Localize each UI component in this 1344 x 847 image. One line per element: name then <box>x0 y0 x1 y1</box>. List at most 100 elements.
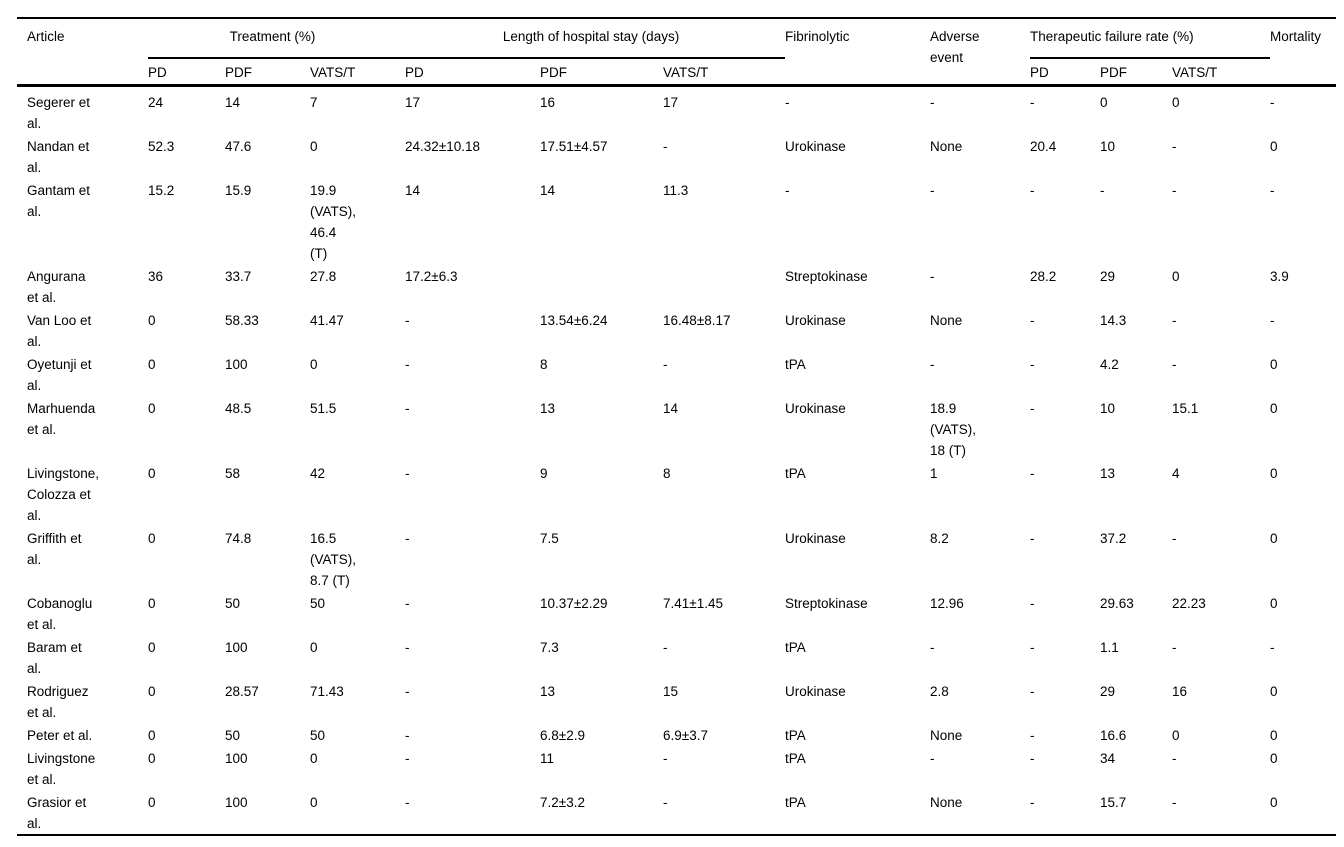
table-row: Oyetunji et al. 0 100 0 - 8 - tPA - - 4.2 - 0 <box>17 352 1336 396</box>
cell-fibrinolytic: Urokinase <box>785 531 846 546</box>
table-row: Peter et al. 0 50 50 - 6.8±2.9 6.9±3.7 tPA None -… <box>17 723 1336 746</box>
table-row: Grasior et al. 0 100 0 - 7.2±3.2 - tPA None - 15.7… <box>17 790 1336 835</box>
cell-mortality: - <box>1270 313 1275 328</box>
cell-t-pd: 0 <box>148 596 156 611</box>
cell-f-pdf: 29 <box>1100 269 1116 284</box>
cell-t-vats: 42 <box>310 466 326 481</box>
cell-s-pd: - <box>405 684 410 699</box>
cell-t-vats: 7 <box>310 95 318 110</box>
cell-t-pd: 0 <box>148 357 156 372</box>
cell-mortality: 0 <box>1270 728 1278 743</box>
cell-s-vats: 7.41±1.45 <box>663 596 723 611</box>
cell-t-vats: 41.47 <box>310 313 344 328</box>
cell-fibrinolytic: Urokinase <box>785 139 846 154</box>
cell-article: Grasior et al. <box>27 795 87 831</box>
cell-t-vats: 27.8 <box>310 269 337 284</box>
cell-article: Segerer et al. <box>27 95 91 131</box>
table-row: Rodriguez et al. 0 28.57 71.43 - 13 15 Urokinas… <box>17 679 1336 723</box>
cell-f-pd: 28.2 <box>1030 269 1057 284</box>
cell-adverse: 1 <box>930 466 938 481</box>
cell-mortality: 0 <box>1270 466 1278 481</box>
cell-fibrinolytic: - <box>785 183 790 198</box>
cell-s-vats: 15 <box>663 684 679 699</box>
cell-mortality: 0 <box>1270 357 1278 372</box>
cell-s-pd: 24.32±10.18 <box>405 139 481 154</box>
cell-f-vats: - <box>1172 640 1177 655</box>
cell-t-pdf: 58.33 <box>225 313 259 328</box>
cell-s-pd: - <box>405 357 410 372</box>
cell-t-vats: 16.5 (VATS), 8.7 (T) <box>310 531 356 588</box>
cell-fibrinolytic: Urokinase <box>785 684 846 699</box>
cell-s-pdf: 6.8±2.9 <box>540 728 585 743</box>
cell-f-pdf: 0 <box>1100 95 1108 110</box>
cell-f-pd: - <box>1030 183 1035 198</box>
cell-f-pdf: 13 <box>1100 466 1116 481</box>
cell-f-pdf: 1.1 <box>1100 640 1119 655</box>
col-group-hospital-stay: Length of hospital stay (days) <box>405 18 786 59</box>
cell-f-pd: - <box>1030 313 1035 328</box>
cell-f-pd: - <box>1030 640 1035 655</box>
cell-article: Livingstone, Colozza et al. <box>27 466 100 523</box>
cell-s-pd: 17 <box>405 95 421 110</box>
cell-fibrinolytic: tPA <box>785 640 806 655</box>
cell-s-pd: 14 <box>405 183 421 198</box>
cell-t-vats: 0 <box>310 357 318 372</box>
cell-f-pdf: 4.2 <box>1100 357 1119 372</box>
cell-s-vats: 11.3 <box>663 183 689 198</box>
table-row: Segerer et al. 24 14 7 17 16 17 - - - 0 0 - <box>17 86 1336 135</box>
cell-f-pd: - <box>1030 728 1035 743</box>
cell-t-pd: 52.3 <box>148 139 175 154</box>
cell-fibrinolytic: Streptokinase <box>785 269 868 284</box>
cell-t-vats: 51.5 <box>310 401 337 416</box>
table-row: Baram et al. 0 100 0 - 7.3 - tPA - - 1.1 - - <box>17 635 1336 679</box>
cell-f-pd: - <box>1030 357 1035 372</box>
cell-adverse: - <box>930 269 935 284</box>
cell-t-vats: 71.43 <box>310 684 344 699</box>
table-row: Marhuenda et al. 0 48.5 51.5 - 13 14 Urokinase 1… <box>17 396 1336 461</box>
cell-article: Baram et al. <box>27 640 82 676</box>
cell-article: Angurana et al. <box>27 269 86 305</box>
cell-t-pd: 0 <box>148 684 156 699</box>
cell-t-pdf: 74.8 <box>225 531 252 546</box>
cell-f-pd: 20.4 <box>1030 139 1057 154</box>
cell-fibrinolytic: tPA <box>785 466 806 481</box>
cell-article: Marhuenda et al. <box>27 401 96 437</box>
cell-f-vats: - <box>1172 183 1177 198</box>
cell-f-vats: - <box>1172 751 1177 766</box>
cell-mortality: 0 <box>1270 531 1278 546</box>
cell-t-pd: 15.2 <box>148 183 175 198</box>
cell-mortality: 0 <box>1270 139 1278 154</box>
cell-t-pdf: 100 <box>225 751 248 766</box>
table-row: Gantam et al. 15.2 15.9 19.9 (VATS), 46.4 (… <box>17 178 1336 264</box>
cell-s-vats: 16.48±8.17 <box>663 313 731 328</box>
cell-t-pdf: 33.7 <box>225 269 252 284</box>
cell-t-vats: 50 <box>310 596 326 611</box>
cell-f-pd: - <box>1030 531 1035 546</box>
cell-article: Peter et al. <box>27 728 93 743</box>
cell-f-pd: - <box>1030 751 1035 766</box>
cell-f-pd: - <box>1030 95 1035 110</box>
cell-t-pd: 0 <box>148 466 156 481</box>
cell-adverse: None <box>930 795 963 810</box>
cell-s-pd: - <box>405 728 410 743</box>
cell-mortality: 0 <box>1270 751 1278 766</box>
cell-article: Nandan et al. <box>27 139 90 175</box>
cell-fibrinolytic: tPA <box>785 795 806 810</box>
cell-adverse: - <box>930 95 935 110</box>
subcol-stay-pdf: PDF <box>540 58 664 87</box>
cell-f-vats: - <box>1172 313 1177 328</box>
table-row: Angurana et al. 36 33.7 27.8 17.2±6.3 Strepto… <box>17 264 1336 308</box>
subcol-tfr-vats: VATS/T <box>1172 58 1271 87</box>
cell-f-pdf: 34 <box>1100 751 1116 766</box>
cell-t-pd: 0 <box>148 795 156 810</box>
cell-fibrinolytic: - <box>785 95 790 110</box>
cell-adverse: - <box>930 640 935 655</box>
cell-t-pdf: 100 <box>225 795 248 810</box>
cell-s-vats: - <box>663 795 668 810</box>
cell-t-pd: 0 <box>148 751 156 766</box>
cell-fibrinolytic: Urokinase <box>785 401 846 416</box>
cell-t-pd: 0 <box>148 640 156 655</box>
cell-f-pdf: 10 <box>1100 401 1116 416</box>
cell-s-vats: - <box>663 139 668 154</box>
